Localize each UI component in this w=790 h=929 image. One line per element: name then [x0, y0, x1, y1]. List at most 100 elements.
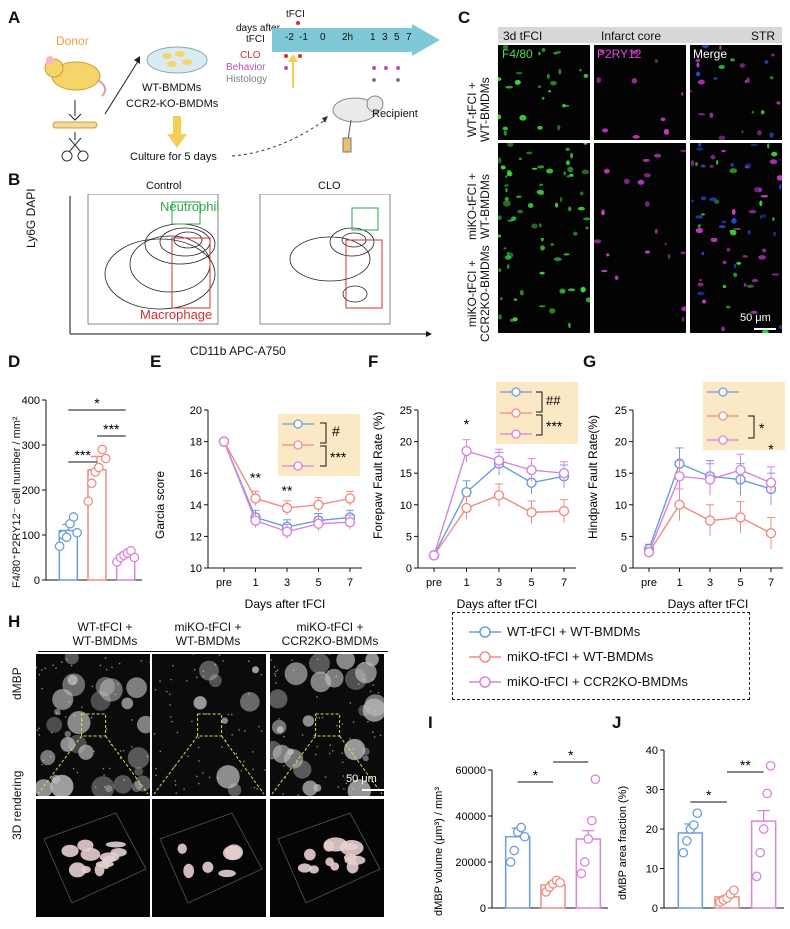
cell-signal	[772, 217, 775, 222]
cell-signal	[642, 158, 650, 162]
speck	[153, 732, 156, 735]
y-tick-label: 14	[190, 500, 202, 512]
data-point	[704, 515, 716, 526]
legend-marker	[479, 626, 491, 638]
speck	[176, 731, 179, 734]
myelin-blob	[284, 662, 308, 686]
legend-label: WT-tFCI + WT-BMDMs	[507, 624, 641, 639]
speck	[321, 716, 324, 719]
cell-signal	[519, 289, 524, 296]
cell-signal	[762, 213, 766, 218]
sig-mark: *	[533, 767, 539, 783]
zoom-line	[271, 735, 316, 795]
speck	[258, 725, 260, 728]
cell-signal	[776, 101, 781, 105]
cell-signal	[719, 45, 722, 51]
legend-swatch	[469, 626, 501, 638]
y-tick-label: 0	[621, 563, 627, 575]
render-blob	[297, 863, 312, 873]
speck	[169, 716, 172, 718]
render-blob	[304, 848, 316, 861]
myelin-blob	[91, 776, 115, 796]
cell-signal	[746, 77, 750, 84]
micrograph-svg	[498, 238, 590, 328]
series-line	[433, 462, 565, 556]
sig-mark: *	[568, 747, 574, 763]
stats-marker	[718, 387, 728, 397]
cell-signal	[733, 272, 738, 278]
speck	[341, 752, 343, 754]
cell-signal	[504, 175, 508, 178]
h-col3-title: miKO-tFCI + CCR2KO-BMDMs	[281, 620, 379, 648]
cell-signal	[507, 264, 510, 269]
cell-signal	[760, 195, 769, 198]
render-svg	[159, 812, 263, 904]
render-blob	[99, 852, 120, 862]
cell-signal	[539, 183, 544, 187]
render-blob	[341, 843, 358, 851]
x-tick-label: 3	[496, 577, 502, 589]
speck	[41, 763, 43, 766]
data-point	[97, 444, 108, 455]
render-blob	[323, 837, 348, 852]
speck	[373, 736, 376, 738]
speck	[235, 752, 238, 755]
data-point	[250, 515, 261, 526]
myelin-blob	[283, 749, 304, 769]
cell-signal	[514, 79, 521, 85]
speck	[264, 769, 266, 771]
cell-signal	[720, 326, 726, 332]
cell-signal	[505, 85, 513, 89]
cell-signal	[643, 173, 651, 178]
speck	[90, 716, 93, 719]
render-blob	[346, 860, 359, 874]
cell-signal	[515, 71, 523, 75]
speck	[318, 716, 321, 719]
speck	[291, 659, 293, 661]
cell-signal	[585, 226, 589, 230]
speck	[52, 664, 54, 667]
micrograph-tile	[690, 238, 782, 333]
panel-label-a: A	[8, 8, 21, 27]
speck	[252, 768, 254, 771]
data-point	[751, 871, 762, 882]
timeline-tick: -1	[299, 32, 308, 43]
cell-signal	[726, 305, 731, 309]
c-row2-label: miKO-tFCI + WT-BMDMs	[465, 172, 492, 240]
cell-signal	[750, 143, 758, 147]
sig-mark: *	[464, 416, 470, 432]
data-point	[755, 847, 766, 858]
cell-signal	[709, 112, 714, 119]
data-point	[461, 445, 472, 457]
myelin-blob	[52, 688, 74, 710]
cell-signal	[713, 77, 718, 80]
cell-signal	[697, 224, 701, 228]
cell-signal	[568, 206, 572, 212]
speck	[227, 713, 230, 716]
micrograph-svg	[498, 45, 589, 136]
render-blob	[95, 860, 114, 868]
cell-signal	[559, 288, 566, 294]
cell-signal	[726, 247, 731, 252]
cell-signal	[557, 124, 561, 131]
myelin-blob	[343, 738, 366, 761]
speck	[247, 660, 250, 662]
cell-signal	[583, 217, 590, 221]
data-point	[493, 490, 505, 501]
cell-signal	[563, 171, 566, 176]
speck	[105, 728, 108, 730]
cell-signal	[731, 208, 736, 215]
myelin-blob	[362, 747, 370, 756]
y-tick-label: 5	[406, 531, 412, 543]
data-point	[509, 845, 520, 856]
cell-signal	[498, 77, 502, 82]
speck	[371, 679, 374, 681]
cell-signal	[498, 234, 502, 238]
cell-signal	[583, 143, 588, 145]
legend-item: miKO-tFCI + WT-BMDMs	[467, 648, 737, 666]
render-box	[43, 812, 147, 904]
panel-f-chart: 0 5 10 15 20 25 pre 1 3 5 7 Days after tFCI Forepaw …	[371, 382, 578, 611]
y-tick-label: 40	[646, 745, 658, 757]
legend-marker	[479, 676, 491, 688]
speck	[42, 759, 45, 762]
